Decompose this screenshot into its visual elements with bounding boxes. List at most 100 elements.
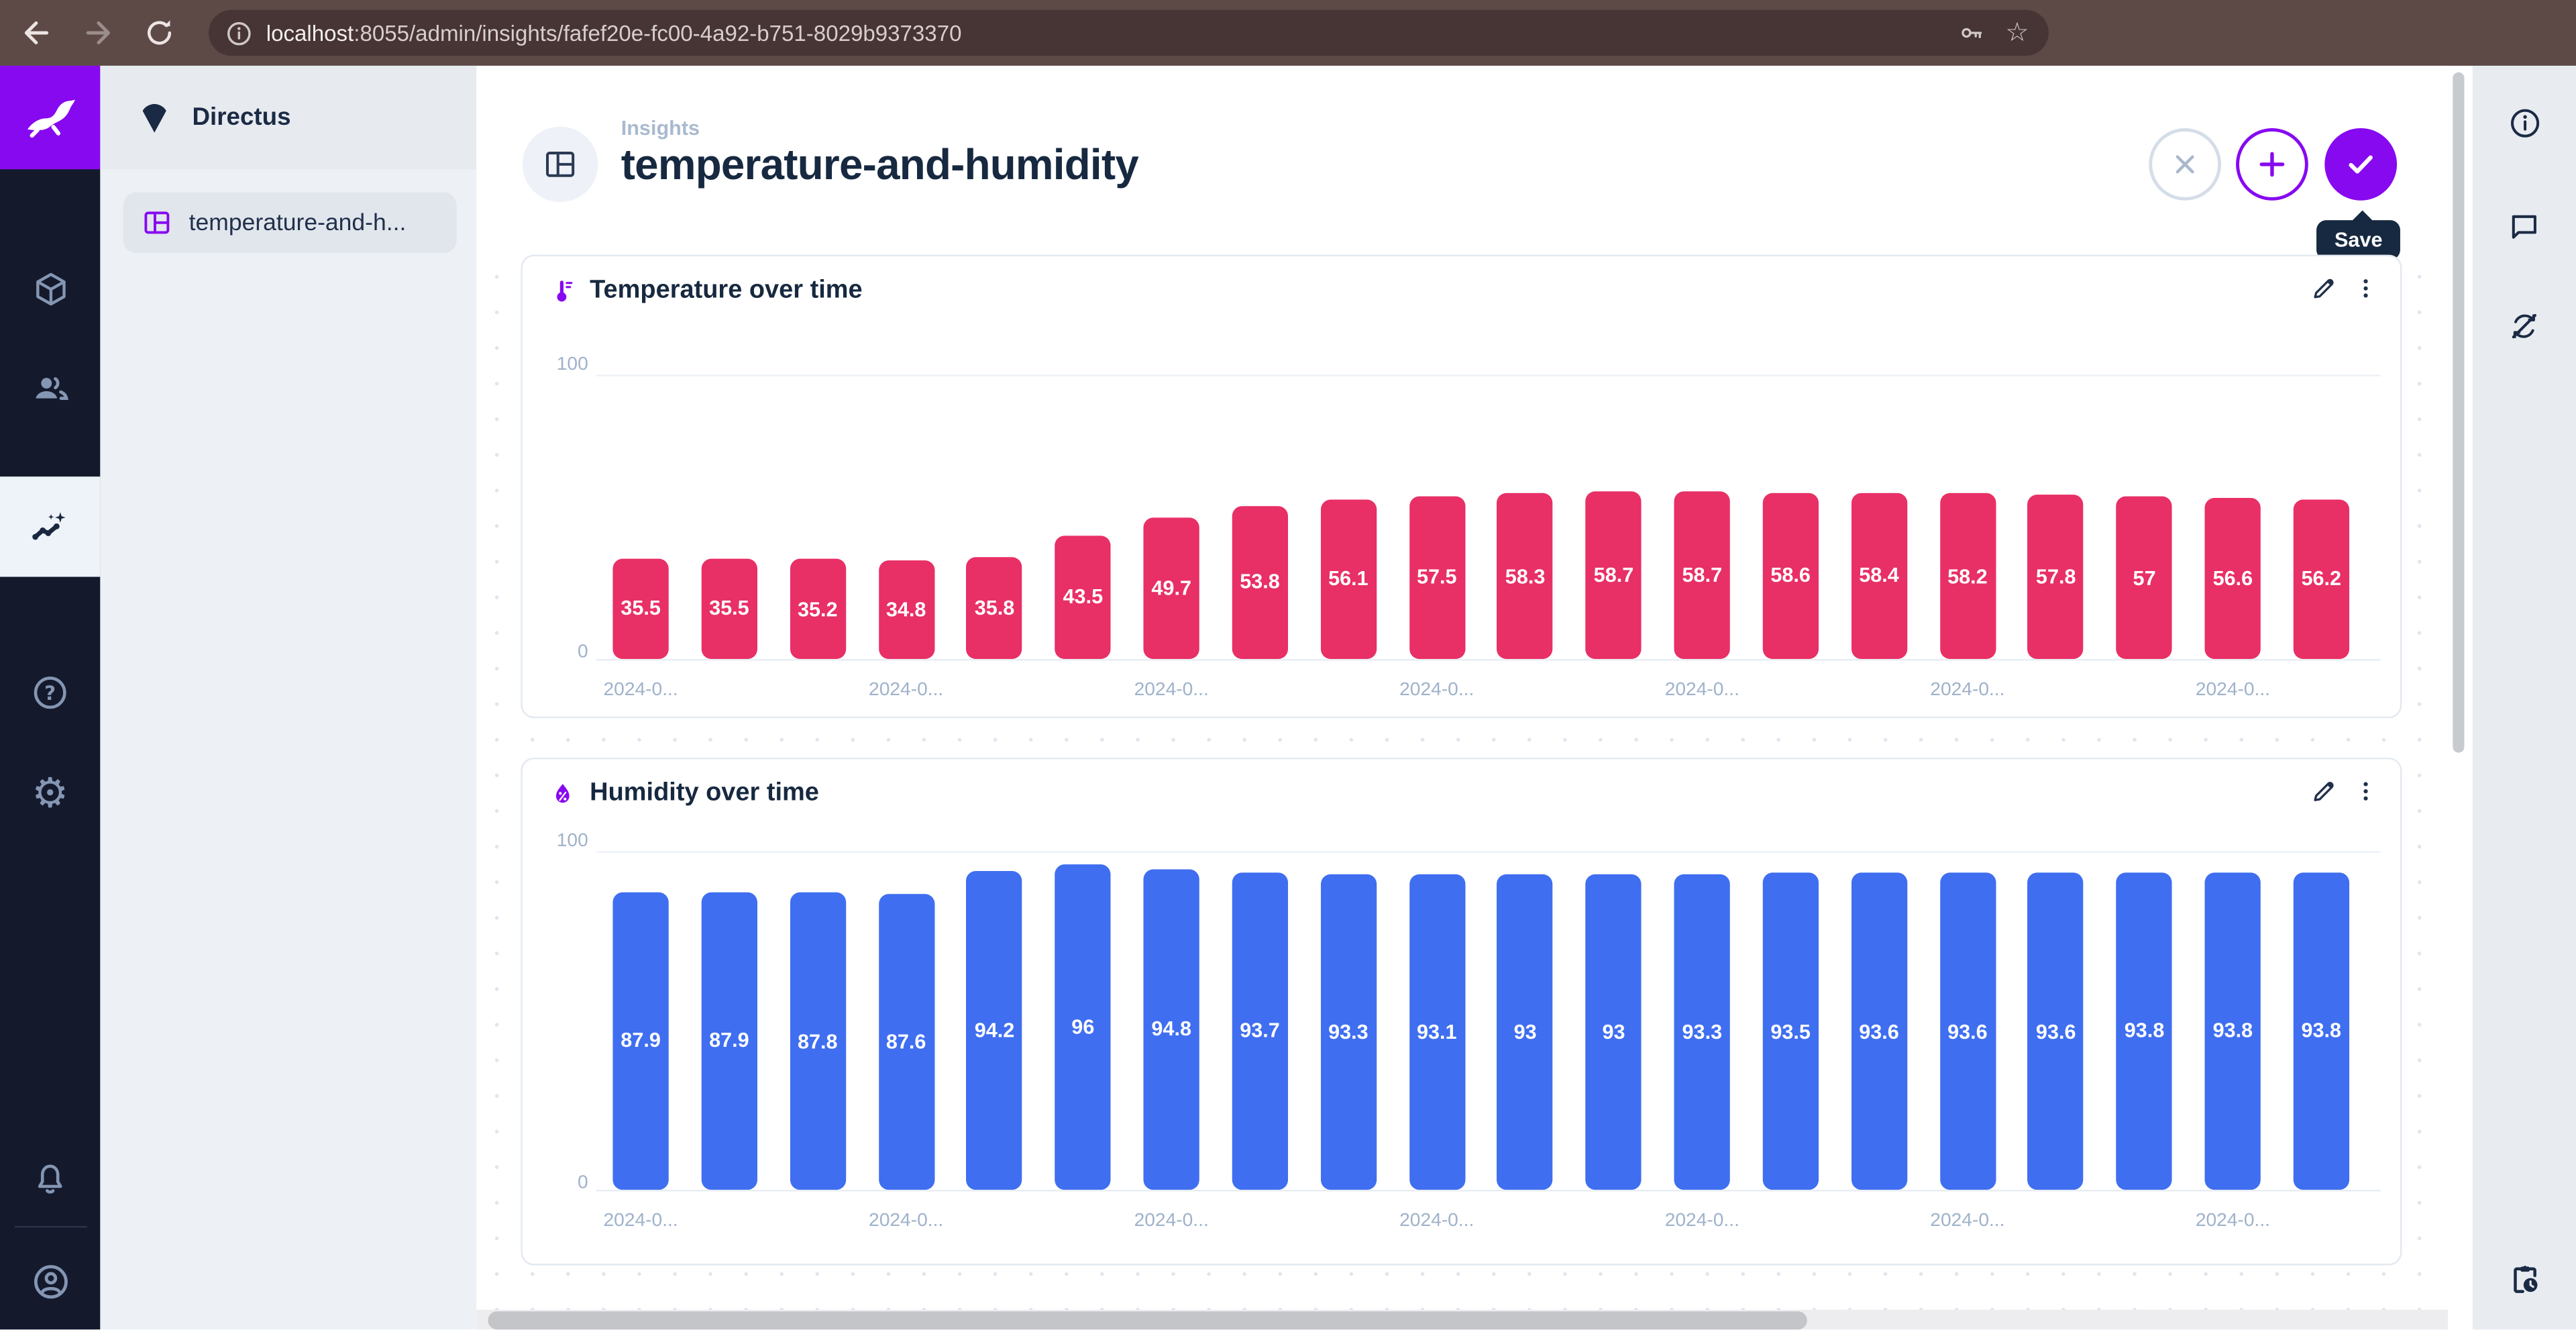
forward-arrow-icon — [80, 15, 117, 51]
bar-value-label: 93.5 — [1770, 1020, 1811, 1043]
project-header[interactable]: Directus — [100, 65, 477, 170]
breadcrumb[interactable]: Insights — [621, 116, 700, 140]
bar-value-label: 57 — [2133, 566, 2156, 590]
module-content[interactable] — [0, 238, 100, 338]
bar-value-label: 94.2 — [974, 1019, 1015, 1042]
chart-bar: 93 — [1585, 874, 1642, 1190]
project-sidebar: Directus temperature-and-h... — [100, 65, 477, 1330]
x-axis-tick-label: 2024-0... — [603, 1211, 678, 1231]
panel-edit-button[interactable] — [2310, 274, 2338, 303]
chart-bar: 93.8 — [2293, 872, 2349, 1190]
avatar-icon — [29, 1260, 72, 1302]
bar-value-label: 87.9 — [621, 1029, 661, 1053]
autorefresh-off-button[interactable] — [2473, 289, 2576, 362]
chart-bar: 93.8 — [2204, 872, 2261, 1190]
bar-value-label: 58.7 — [1682, 564, 1723, 587]
panel-edit-button[interactable] — [2310, 777, 2338, 805]
panel-title: Temperature over time — [590, 276, 863, 305]
chart-bar: 58.4 — [1851, 493, 1907, 660]
plus-icon — [2254, 146, 2290, 183]
x-axis-tick-label: 2024-0... — [1664, 680, 1739, 701]
info-icon — [2506, 105, 2542, 142]
add-panel-button[interactable] — [2236, 128, 2308, 201]
bar-value-label: 57.8 — [2035, 565, 2076, 589]
url-text: localhost:8055/admin/insights/fafef20e-f… — [266, 20, 962, 46]
x-axis-tick-label: 2024-0... — [869, 680, 944, 701]
chart-bar: 58.2 — [1939, 493, 1996, 660]
project-name: Directus — [192, 103, 291, 132]
horizontal-scrollbar-track[interactable] — [476, 1309, 2448, 1330]
x-axis-tick-label: 2024-0... — [2195, 680, 2271, 701]
chart-bar: 87.8 — [790, 892, 846, 1190]
panel-more-button[interactable] — [2353, 274, 2379, 303]
chart-bar: 34.8 — [878, 560, 934, 660]
chart-bar: 43.5 — [1055, 535, 1111, 660]
bar-value-label: 35.2 — [797, 597, 838, 621]
module-users[interactable] — [0, 338, 100, 438]
project-diamond-icon — [136, 99, 172, 136]
chart-bar: 35.2 — [790, 558, 846, 660]
panel-humidity-over-time[interactable]: Humidity over time 100 0 87.9 87.9 87.8 87.… — [521, 757, 2402, 1266]
bar-value-label: 93.6 — [1947, 1019, 1988, 1043]
browser-back-button[interactable] — [13, 10, 60, 56]
panel-more-button[interactable] — [2353, 777, 2379, 805]
activity-log-button[interactable] — [2473, 1244, 2576, 1317]
save-button[interactable] — [2324, 128, 2398, 201]
bar-value-label: 34.8 — [885, 598, 926, 621]
bar-value-label: 58.3 — [1505, 564, 1546, 588]
pencil-icon — [2310, 777, 2338, 805]
page-info-icon[interactable] — [225, 19, 254, 47]
chart-bar: 53.8 — [1232, 506, 1288, 660]
pencil-icon — [2310, 274, 2338, 303]
y-axis-min-label: 0 — [578, 1173, 588, 1193]
chart-bar: 58.3 — [1497, 493, 1554, 660]
panel-title: Humidity over time — [590, 778, 819, 807]
bookmark-star-icon[interactable]: ☆ — [2005, 16, 2029, 48]
bar-value-label: 43.5 — [1063, 585, 1104, 609]
horizontal-scrollbar-thumb[interactable] — [488, 1311, 1807, 1329]
notifications-button[interactable] — [0, 1131, 100, 1231]
vertical-scrollbar-thumb[interactable] — [2453, 72, 2465, 753]
x-axis-baseline — [596, 1190, 2381, 1192]
x-axis-tick-label: 2024-0... — [1664, 1211, 1739, 1231]
y-axis-min-label: 0 — [578, 642, 588, 662]
svg-text:?: ? — [44, 682, 56, 705]
bar-value-label: 93.3 — [1328, 1020, 1368, 1043]
bar-value-label: 93 — [1602, 1021, 1625, 1044]
browser-toolbar: localhost:8055/admin/insights/fafef20e-f… — [0, 0, 2576, 66]
module-help[interactable]: ? — [0, 643, 100, 743]
address-bar[interactable]: localhost:8055/admin/insights/fafef20e-f… — [209, 9, 2049, 56]
chart-bar: 58.7 — [1585, 492, 1642, 660]
bar-value-label: 56.6 — [2212, 566, 2253, 591]
bar-value-label: 58.6 — [1770, 564, 1811, 588]
passkey-icon[interactable] — [1957, 18, 1986, 48]
module-insights-active[interactable] — [0, 476, 101, 577]
settings-gear-icon: ⚙ — [32, 769, 69, 817]
bar-value-label: 56.1 — [1328, 568, 1368, 591]
gridline-top — [596, 851, 2381, 854]
bar-value-label: 93.7 — [1240, 1019, 1280, 1043]
user-avatar-button[interactable] — [0, 1231, 100, 1330]
y-axis-max-label: 100 — [556, 354, 588, 375]
bar-value-label: 35.8 — [974, 597, 1015, 620]
chart-bar: 93.6 — [2028, 872, 2084, 1190]
x-axis-tick-label: 2024-0... — [1134, 680, 1209, 701]
sidebar-item-dashboard[interactable]: temperature-and-h... — [123, 192, 457, 254]
module-settings[interactable]: ⚙ — [0, 743, 100, 843]
browser-forward-button[interactable] — [76, 10, 122, 56]
directus-logo-button[interactable] — [0, 65, 101, 170]
discard-button[interactable] — [2149, 128, 2222, 201]
panel-temperature-over-time[interactable]: Temperature over time 100 0 35.5 35.5 35.2… — [521, 254, 2402, 719]
comments-sidebar-button[interactable] — [2473, 189, 2576, 262]
bar-value-label: 93.3 — [1682, 1020, 1723, 1043]
page-title: temperature-and-humidity — [621, 140, 1139, 189]
bar-value-label: 57.5 — [1416, 566, 1457, 589]
humidity-icon — [549, 780, 577, 808]
save-tooltip-arrow — [2351, 210, 2374, 222]
check-icon — [2343, 146, 2379, 183]
info-sidebar-button[interactable] — [2473, 87, 2576, 160]
chart-bar: 57.8 — [2028, 495, 2084, 660]
panel-header: Temperature over time — [549, 276, 863, 305]
browser-refresh-button[interactable] — [136, 10, 182, 56]
bar-value-label: 49.7 — [1151, 576, 1192, 600]
